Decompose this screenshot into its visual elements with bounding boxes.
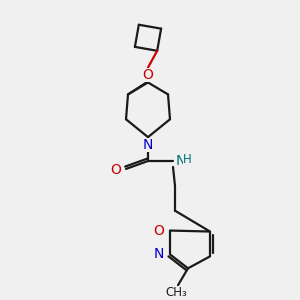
Text: N: N: [154, 248, 164, 261]
Text: CH₃: CH₃: [165, 286, 187, 299]
Text: N: N: [176, 154, 186, 168]
Text: H: H: [183, 154, 192, 166]
Text: O: O: [142, 68, 153, 82]
Text: N: N: [143, 138, 153, 152]
Text: O: O: [110, 163, 121, 177]
Text: O: O: [153, 224, 164, 238]
